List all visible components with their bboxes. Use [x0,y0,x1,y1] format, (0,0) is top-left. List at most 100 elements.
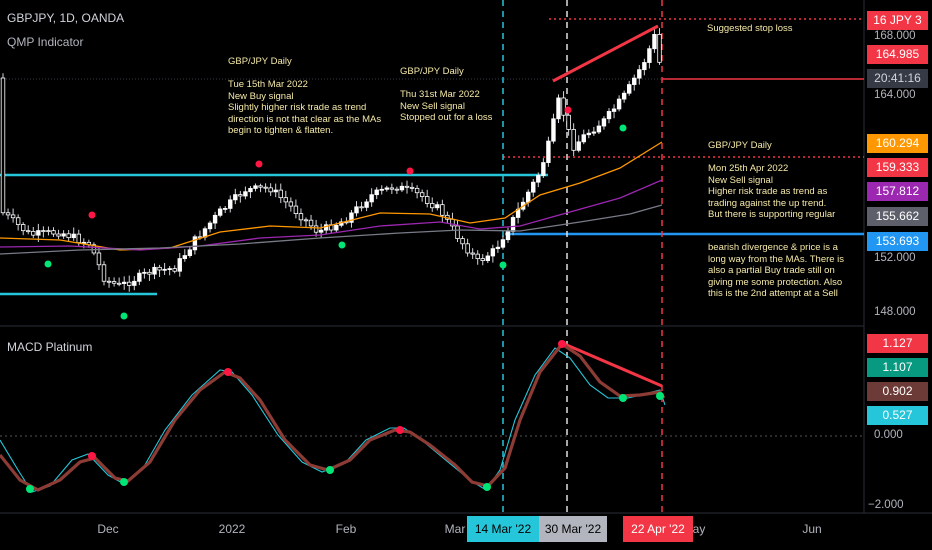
price-axis-label: 152.000 [874,252,916,264]
macd-tag-3: 0.902 [867,382,928,401]
macd-sell-dot [396,426,404,434]
x-axis-label: Jun [802,522,822,536]
candle-body [187,249,193,256]
sell-signal-dot [564,106,572,114]
price-tag-stop: 16 JPY 3 [867,11,928,30]
x-axis-label: ay [692,522,706,536]
candle-body [627,84,632,94]
candle-body [238,194,243,197]
candle-body [132,280,137,286]
candle-body [399,185,405,191]
x-axis-label: 2022 [218,522,246,536]
x-axis-label: Mar [444,522,466,536]
candle-body [96,252,102,266]
candle-body [389,187,395,190]
buy-signal-dot [120,312,128,320]
candle-body [278,189,283,199]
candle-body [192,236,198,251]
candle-body [621,92,627,100]
candle-body [601,118,607,127]
candle-body [10,214,16,219]
buy-signal-dot [338,241,346,249]
candle-body [268,187,273,193]
candle-body [611,108,617,112]
macd-signal-line [0,341,666,492]
candle-body [409,186,415,189]
candle-body [228,199,233,209]
candle-body [177,258,182,272]
candle-body [591,131,597,134]
candle-body [551,118,556,142]
candle-body [51,230,56,235]
price-axis-label: 148.000 [874,306,916,318]
candle-body [248,188,253,193]
candle-body [435,204,440,209]
candle-body [576,141,581,151]
candle-body [475,253,480,260]
candle-body [606,111,612,120]
x-axis-label: Dec [97,522,119,536]
candle-body [632,77,637,85]
candle-body [571,129,576,151]
candle-body [0,77,6,214]
candle-body [253,185,258,189]
candle-body [470,252,475,255]
candle-body [652,34,657,50]
symbol-title[interactable]: GBPJPY, 1D, OANDA [7,11,125,25]
candle-body [111,281,117,284]
x-axis-label: Feb [335,522,357,536]
candle-body [490,248,496,257]
candle-body [162,268,167,271]
candle-body [288,201,294,207]
candle-body [243,191,248,197]
buy-signal-dot [44,260,52,268]
candle-body [546,140,551,163]
macd-tag-1: 1.127 [867,334,928,353]
price-tag-sell-level: 159.333 [867,158,928,177]
candle-body [440,204,445,216]
candle-body [505,231,511,241]
indicator-title[interactable]: QMP Indicator [7,35,84,49]
macd-buy-dot [483,483,491,491]
candle-body [76,233,81,243]
macd-tag-4: 0.527 [867,406,928,425]
date-tag-22-apr: 22 Apr '22 [623,516,693,542]
macd-title[interactable]: MACD Platinum [7,340,93,354]
price-divergence-line [552,24,659,83]
candle-body [556,97,561,120]
candle-body [106,280,112,283]
candle-body [657,34,662,63]
candle-body [41,230,46,232]
candle-body [46,230,51,233]
candle-body [334,224,339,231]
candle-body [101,264,107,282]
macd-fast-line [0,347,666,493]
candle-body [642,62,647,71]
candle-body [379,188,384,191]
candle-body [293,205,299,215]
candle-body [167,268,172,271]
candle-body [142,271,147,274]
price-tag-support: 153.693 [867,232,928,251]
candle-body [122,281,127,284]
candle-body [217,208,223,216]
candle-body [541,162,546,176]
candle-body [222,208,228,210]
macd-divergence-line [561,341,663,388]
candle-body [56,233,61,237]
candle-body [404,185,410,188]
price-tag-ma3: 155.662 [867,207,928,226]
date-tag-14-mar: 14 Mar '22 [467,516,539,542]
candle-body [20,224,26,232]
macd-buy-dot [656,392,664,400]
macd-tag-2: 1.107 [867,358,928,377]
candle-body [152,266,157,275]
candle-body [147,271,152,275]
annotation-sell-25-apr: GBP/JPY Daily Mon 25th Apr 2022 New Sell… [708,140,836,220]
macd-buy-dot [326,466,334,474]
candle-body [258,185,263,188]
candle-body [419,192,425,197]
sell-signal-dot [406,167,414,175]
candle-body [647,48,652,63]
